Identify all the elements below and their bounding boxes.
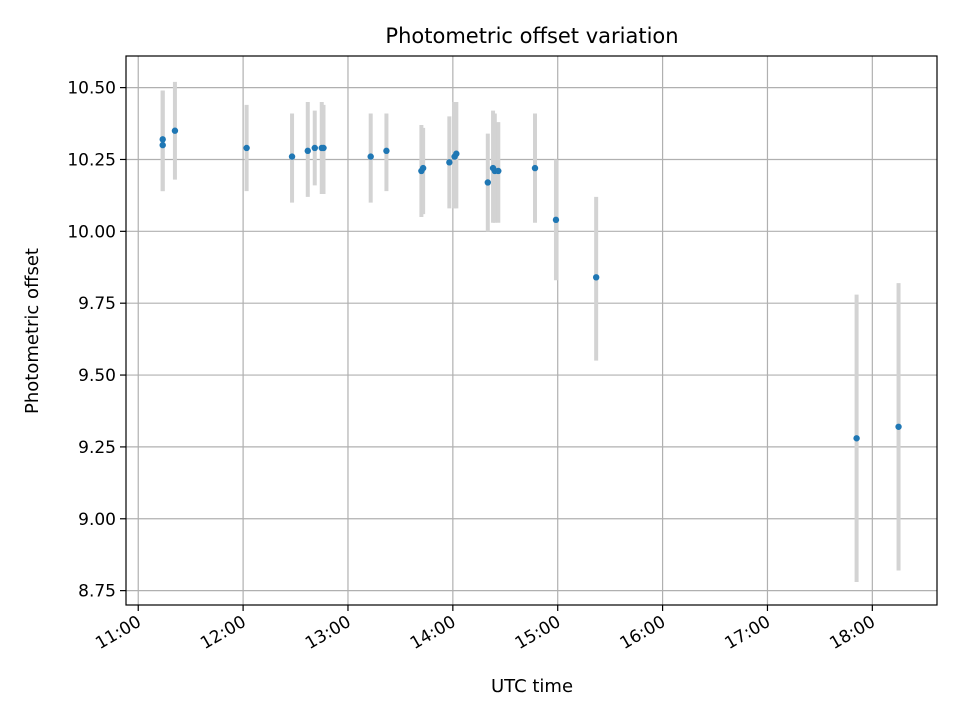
grid-layer	[126, 56, 937, 605]
y-tick-label: 8.75	[78, 582, 116, 602]
y-axis-ticks: 8.75 9.00 9.25 9.50 9.75 10.00 10.25 10.50	[67, 79, 126, 602]
y-tick-label: 10.25	[67, 150, 116, 170]
data-point	[304, 147, 311, 155]
y-axis-label: Photometric offset	[22, 248, 43, 414]
data-point	[159, 141, 166, 149]
y-tick-label: 10.50	[67, 79, 116, 99]
data-point	[895, 423, 902, 430]
data-point	[592, 274, 600, 281]
data-point	[311, 144, 318, 152]
data-point	[484, 179, 492, 186]
data-point	[853, 435, 860, 442]
data-point	[446, 159, 453, 166]
data-point	[531, 164, 539, 172]
y-tick-label: 9.50	[78, 366, 116, 386]
x-axis-label: UTC time	[491, 676, 573, 697]
data-point	[383, 147, 390, 155]
data-point	[159, 136, 166, 143]
data-point	[552, 216, 560, 224]
plot-area-frame	[125, 55, 938, 606]
y-tick-label: 9.25	[78, 438, 116, 458]
y-tick-label: 9.00	[78, 510, 116, 530]
chart-title: Photometric offset variation	[385, 24, 678, 48]
data-point	[320, 144, 327, 152]
data-point	[453, 150, 460, 157]
y-tick-label: 9.75	[78, 294, 116, 314]
data-point	[288, 153, 296, 160]
point-layer	[159, 127, 902, 442]
data-point	[171, 127, 179, 134]
data-point	[419, 164, 427, 172]
y-tick-label: 10.00	[67, 222, 116, 242]
data-point	[243, 144, 250, 152]
data-point	[367, 153, 374, 160]
data-point	[495, 167, 502, 175]
